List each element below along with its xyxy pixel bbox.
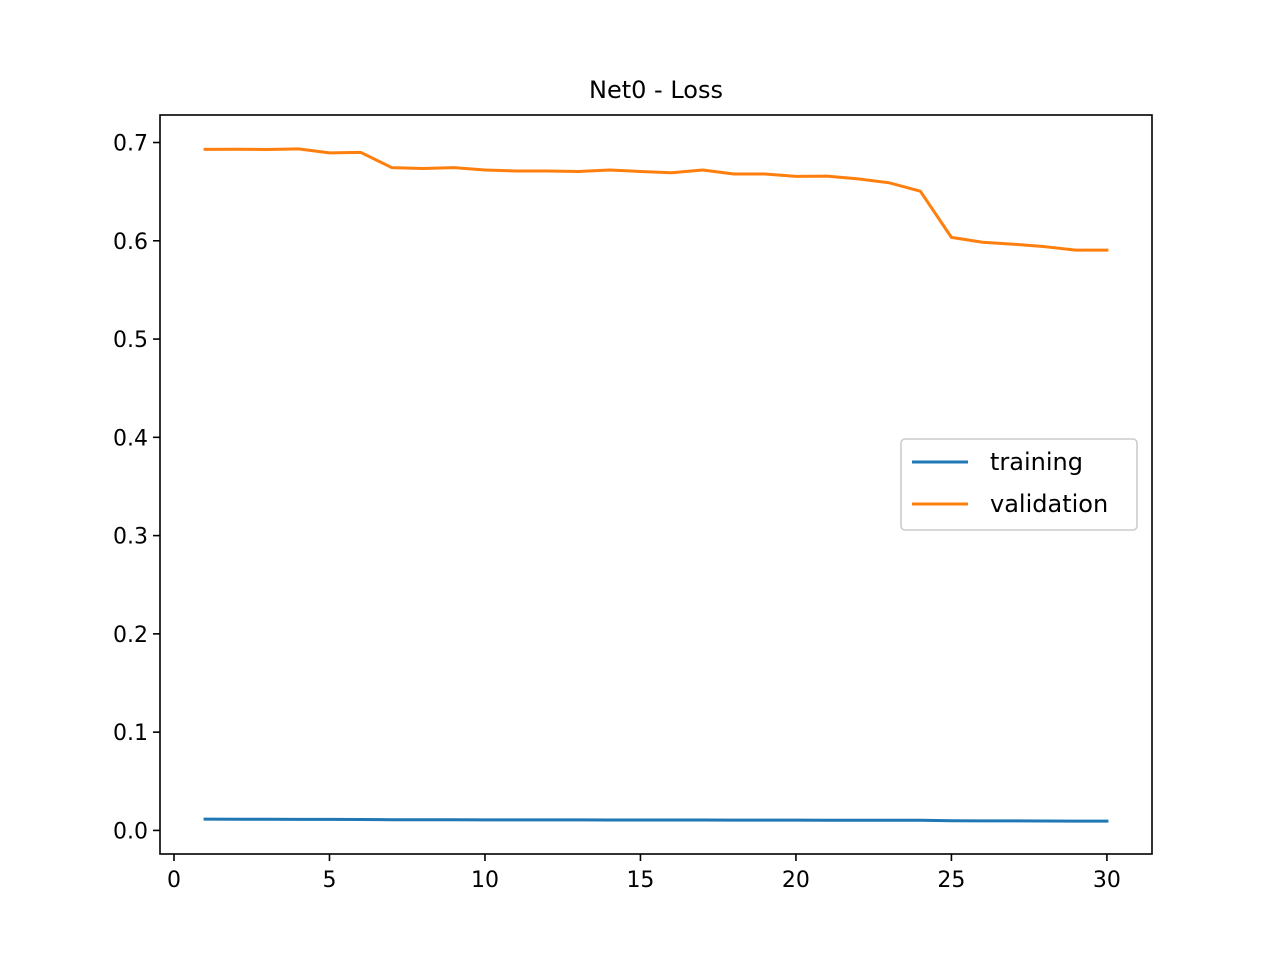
y-tick-label: 0.7 — [113, 132, 148, 157]
x-tick-label: 5 — [322, 868, 336, 893]
series-layer — [203, 147, 1109, 823]
legend-label-validation: validation — [990, 490, 1108, 518]
x-tick-label: 25 — [937, 868, 965, 893]
y-tick-label: 0.0 — [113, 819, 148, 844]
y-axis: 0.0 0.1 0.2 0.3 0.4 0.5 0.6 0.7 — [113, 132, 160, 844]
x-tick-label: 10 — [471, 868, 499, 893]
y-tick-label: 0.1 — [113, 721, 148, 746]
y-tick-label: 0.4 — [113, 426, 148, 451]
x-tick-label: 15 — [626, 868, 654, 893]
x-tick-label: 30 — [1093, 868, 1121, 893]
y-tick-label: 0.6 — [113, 230, 148, 255]
legend: training validation — [900, 438, 1138, 531]
y-tick-label: 0.2 — [113, 623, 148, 648]
y-tick-label: 0.3 — [113, 525, 148, 550]
y-tick-label: 0.5 — [113, 328, 148, 353]
x-axis: 0 5 10 15 20 25 30 — [167, 854, 1121, 893]
x-tick-label: 20 — [782, 868, 810, 893]
legend-label-training: training — [990, 448, 1083, 476]
plot-frame — [159, 114, 1153, 855]
series-line-training — [203, 817, 1109, 823]
chart-title: Net0 - Loss — [589, 76, 723, 104]
series-line-validation — [203, 147, 1109, 252]
x-tick-label: 0 — [167, 868, 181, 893]
